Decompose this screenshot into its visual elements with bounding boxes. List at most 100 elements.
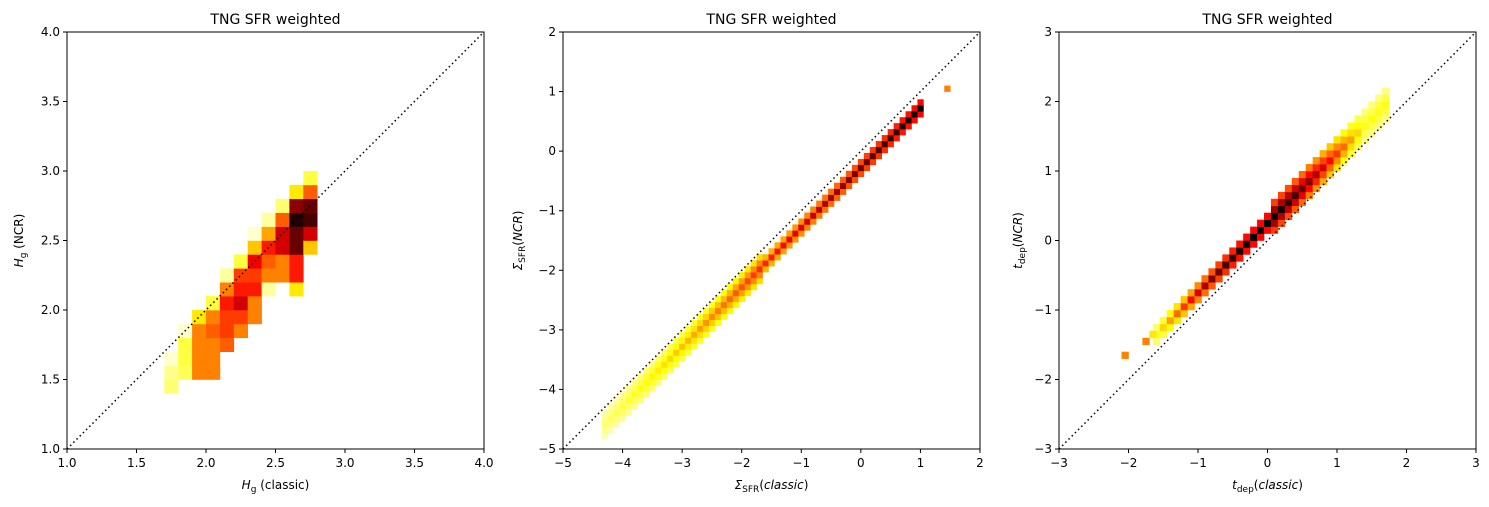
heatmap-bin — [261, 282, 276, 297]
heatmap-bin — [655, 373, 662, 380]
heatmap-bin — [1270, 219, 1279, 227]
heatmap-bin — [780, 242, 787, 249]
axis-label-suffix-close: ) — [804, 478, 809, 492]
heatmap-bin — [192, 337, 207, 352]
heatmap-bin — [756, 260, 763, 267]
heatmap-bin — [1257, 219, 1265, 227]
heatmap-bin — [1340, 150, 1348, 158]
heatmap-bin — [601, 409, 608, 416]
heatmap-bin — [1173, 310, 1181, 318]
x-tick-label: 2 — [976, 456, 984, 470]
heatmap-bin — [1368, 129, 1376, 137]
heatmap-bin — [1319, 150, 1327, 158]
heatmap-bin — [911, 111, 918, 118]
heatmap-bin — [643, 373, 650, 380]
heatmap-bin — [899, 117, 906, 124]
heatmap-bin — [685, 343, 692, 350]
heatmap-bin — [289, 282, 304, 297]
heatmap-bin — [247, 254, 262, 269]
axis-label-symbol: H — [242, 478, 251, 492]
heatmap-bin — [732, 301, 740, 309]
heatmap-bin — [261, 226, 276, 241]
x-tick-label: 2.5 — [266, 456, 285, 470]
heatmap-bin — [1340, 129, 1348, 137]
heatmap-bin — [1361, 115, 1369, 123]
heatmap-bin — [1326, 164, 1334, 172]
heatmap-bin — [275, 268, 290, 283]
heatmap-bin — [732, 283, 740, 291]
heatmap-bin — [708, 307, 716, 315]
heatmap-bin — [804, 224, 811, 231]
axis-label-suffix: ( — [1254, 478, 1259, 492]
heatmap-bin — [738, 295, 745, 303]
y-axis-label: Hg (NCR) — [12, 214, 29, 268]
heatmap-bin — [1361, 136, 1369, 144]
heatmap-bin — [247, 240, 262, 255]
heatmap-bin — [1333, 157, 1341, 165]
heatmap-bin — [691, 319, 698, 326]
heatmap-bin — [289, 226, 304, 241]
x-tick-label: 4.0 — [474, 456, 493, 470]
y-tick-label: 2 — [1044, 95, 1052, 109]
heatmap-bin — [649, 367, 656, 374]
heatmap-bin — [233, 296, 248, 311]
heatmap-bin — [792, 236, 799, 243]
heatmap-bin — [661, 349, 668, 356]
heatmap-bin — [887, 135, 894, 142]
axis-label-suffix-close: ) — [1298, 478, 1303, 492]
axes-frame — [1058, 31, 1477, 450]
heatmap-bin — [261, 254, 276, 269]
heatmap-bin — [697, 337, 704, 344]
heatmap-bin — [1368, 108, 1376, 116]
heatmap-bin — [1375, 115, 1383, 123]
heatmap-bin — [631, 391, 638, 398]
heatmap-bin — [178, 351, 193, 366]
heatmap-bin — [738, 272, 745, 279]
heatmap-bin — [685, 337, 692, 344]
panel-hg: 1.0 1.5 2.0 2.5 3.0 3.5 4.0 1.0 1.5 2.0 2.5 3.0 3.5 4… — [12, 12, 494, 495]
heatmap-bin — [697, 319, 704, 326]
heatmap-bin — [697, 325, 704, 332]
heatmap-bin — [726, 295, 734, 303]
heatmap-bin — [1326, 171, 1334, 179]
heatmap-bin — [661, 373, 668, 380]
heatmap-bin — [720, 301, 728, 309]
heatmap-bin — [1298, 191, 1307, 200]
heatmap-bin — [863, 164, 871, 172]
heatmap-bin — [1180, 310, 1188, 318]
heatmap-bin — [1305, 171, 1313, 179]
heatmap-bin — [708, 301, 716, 309]
heatmap-bin — [289, 268, 304, 283]
heatmap-bin — [840, 182, 847, 189]
heatmap-bin — [1194, 289, 1202, 297]
heatmap-bin — [613, 403, 620, 410]
heatmap-bin — [714, 307, 722, 315]
heatmap-bin — [1284, 184, 1293, 193]
heatmap-bin — [261, 268, 276, 283]
heatmap-bin — [691, 337, 698, 344]
heatmap-bin — [1215, 261, 1223, 269]
heatmap-bin — [661, 367, 668, 374]
heatmap-bin — [798, 224, 805, 231]
heatmap-bin — [744, 266, 751, 273]
heatmap-bin — [1166, 323, 1174, 332]
heatmap-bin — [1326, 143, 1334, 151]
heatmap-bin — [1291, 198, 1300, 207]
heatmap-bin — [893, 129, 900, 136]
heatmap-bin — [726, 307, 734, 315]
x-tick-label: −1 — [1189, 456, 1207, 470]
heatmap-bin — [1201, 289, 1209, 297]
heatmap-bin — [1264, 212, 1272, 220]
heatmap-bin — [810, 218, 817, 225]
plot-area — [67, 32, 484, 449]
heatmap-bin — [619, 409, 626, 416]
heatmap-bin — [667, 355, 674, 362]
heatmap-bin — [1319, 171, 1327, 179]
heatmap-bin — [673, 349, 680, 356]
heatmap-bin — [1312, 177, 1320, 186]
heatmap-bin — [714, 313, 722, 321]
heatmap-bin — [247, 282, 262, 297]
heatmap-bin — [1375, 122, 1383, 130]
heatmap-bin — [1121, 351, 1129, 359]
